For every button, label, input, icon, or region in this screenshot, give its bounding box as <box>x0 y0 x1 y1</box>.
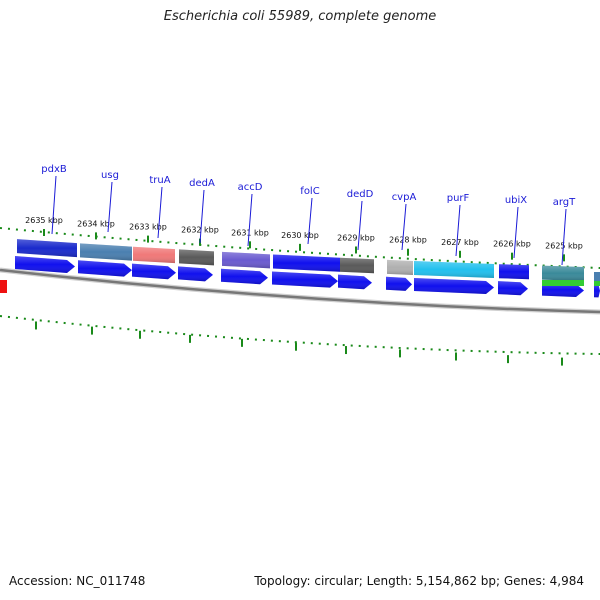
ruler-tick-label: 2625 kbp <box>545 241 583 250</box>
map-title: Escherichia coli 55989, complete genome <box>163 9 437 24</box>
cds-arrow[interactable] <box>15 256 75 274</box>
gene-pointer <box>561 208 567 266</box>
gene-pointer <box>107 181 113 233</box>
outer-feature-11[interactable] <box>542 265 584 281</box>
outer-feature-3[interactable] <box>133 246 175 264</box>
ruler-tick-label: 2634 kbp <box>77 219 115 228</box>
ruler-tick-label: 2627 kbp <box>441 238 479 247</box>
gene-labels: pdxB usg truA dedA accD folC dedD cvpA purF ubiX a… <box>41 164 576 266</box>
cds-arrow[interactable] <box>178 266 213 282</box>
accession-label: Accession: NC_011748 <box>9 574 146 588</box>
cds-arrow[interactable] <box>498 281 528 296</box>
gene-label-dedD[interactable]: dedD <box>347 189 374 200</box>
ruler-tick-label: 2633 kbp <box>129 223 167 232</box>
outer-feature-8[interactable] <box>387 259 413 275</box>
gene-label-truA[interactable]: truA <box>149 175 170 186</box>
gene-pointer <box>307 197 313 245</box>
outer-feature-4[interactable] <box>179 249 214 266</box>
feature-edge-green[interactable] <box>594 281 600 286</box>
gene-label-cvpA[interactable]: cvpA <box>392 192 417 203</box>
outer-feature-10[interactable] <box>499 264 529 280</box>
inner-ruler-track <box>0 315 600 355</box>
cds-arrow[interactable] <box>132 263 176 280</box>
outer-feature-1[interactable] <box>17 239 77 258</box>
gene-label-pdxB[interactable]: pdxB <box>41 164 67 175</box>
ruler-tick-label: 2626 kbp <box>493 240 531 249</box>
gene-pointer <box>247 193 253 247</box>
cds-arrow[interactable] <box>542 282 584 297</box>
gene-label-dedA[interactable]: dedA <box>189 178 215 189</box>
ruler-tick-label: 2632 kbp <box>181 226 219 235</box>
ruler-tick-label: 2631 kbp <box>231 228 269 237</box>
ruler-ticks: 2635 kbp 2634 kbp 2633 kbp 2632 kbp 2631 kbp… <box>25 216 583 262</box>
gene-pointer <box>357 200 363 251</box>
cds-arrow[interactable] <box>78 260 132 277</box>
gene-label-folC[interactable]: folC <box>300 186 319 197</box>
cds-arrows <box>15 256 600 298</box>
outer-feature-9[interactable] <box>414 260 494 279</box>
gene-pointer <box>51 175 57 235</box>
cds-arrow[interactable] <box>386 276 412 291</box>
ruler-tick-label: 2628 kbp <box>389 236 427 245</box>
outer-feature-5[interactable] <box>222 251 270 269</box>
feature-edge-blue[interactable] <box>594 272 600 282</box>
gene-label-argT[interactable]: argT <box>553 197 576 208</box>
gene-label-usg[interactable]: usg <box>101 170 119 181</box>
gene-pointer <box>157 186 163 239</box>
cds-arrow[interactable] <box>272 271 338 288</box>
gene-label-ubiX[interactable]: ubiX <box>505 195 527 206</box>
genome-summary: Topology: circular; Length: 5,154,862 bp… <box>254 574 584 588</box>
inner-ruler-ticks <box>35 321 563 366</box>
gene-pointer <box>401 203 407 251</box>
ruler-tick-label: 2629 kbp <box>337 233 375 242</box>
outer-features <box>17 239 584 281</box>
feature-argT-green[interactable] <box>542 280 584 286</box>
outer-feature-6[interactable] <box>273 254 340 272</box>
cds-arrow[interactable] <box>221 268 268 285</box>
cds-arrow[interactable] <box>594 284 600 298</box>
ruler-tick-label: 2635 kbp <box>25 216 63 225</box>
cds-arrow[interactable] <box>414 277 494 295</box>
gene-pointer <box>513 206 519 259</box>
ruler-tick-label: 2630 kbp <box>281 231 319 240</box>
feature-red-edge[interactable] <box>0 280 7 293</box>
gene-pointer <box>455 204 461 257</box>
gene-label-accD[interactable]: accD <box>238 182 263 193</box>
gene-pointer <box>199 189 205 244</box>
cds-arrow[interactable] <box>338 274 372 290</box>
outer-feature-2[interactable] <box>80 243 132 261</box>
genome-backbone-line <box>0 268 600 314</box>
outer-feature-7[interactable] <box>340 257 374 274</box>
gene-label-purF[interactable]: purF <box>447 193 470 204</box>
